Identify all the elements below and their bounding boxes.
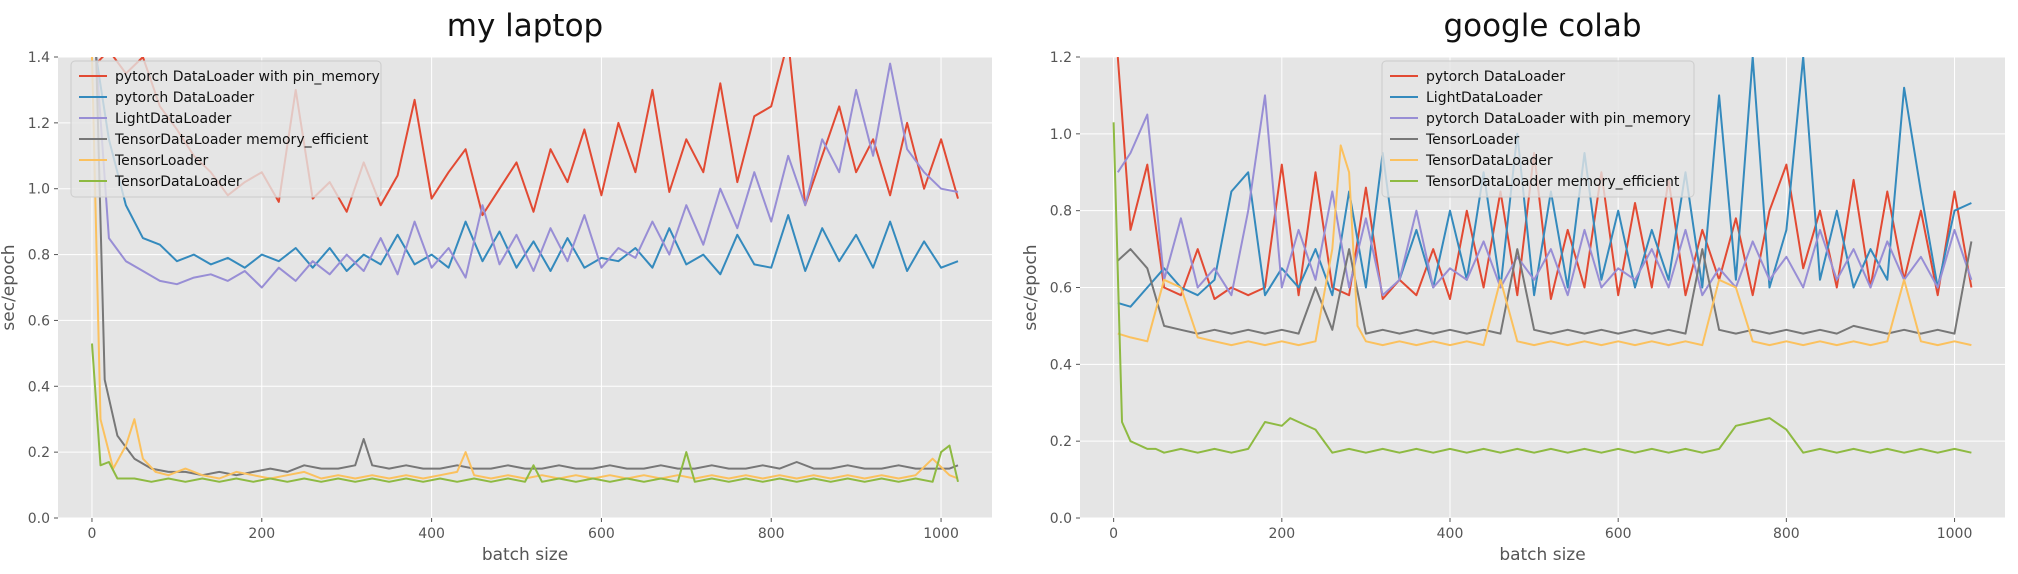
legend: pytorch DataLoader LightDataLoader pytorch… [1381,60,1695,198]
y-tick-label: 0.0 [28,511,50,527]
x-tick-label: 200 [248,526,275,542]
y-tick-label: 1.2 [1050,50,1072,66]
x-tick-label: 0 [88,526,97,542]
chart-2: 0.0 0.2 0.4 0.6 0.8 1.0 1.2 0 200 400 600 800 1000 go… [1021,8,2005,565]
x-axis-label: batch size [482,545,568,565]
series-line-4 [1117,241,1973,335]
legend: pytorch DataLoader with pin_memorypytorc… [70,60,382,198]
y-axis-label: sec/epoch [1021,244,1041,330]
y-tick-label: 0.0 [1050,511,1072,527]
series-group [91,57,959,483]
y-tick-label: 0.4 [1050,357,1072,373]
x-tick-label: 800 [758,526,785,542]
series-line-5 [91,57,959,480]
chart-title: google colab [1443,8,1641,44]
y-tick-label: 0.8 [1050,204,1072,220]
x-tick-label: 1000 [1937,526,1973,542]
legend-entry: pytorch DataLoader [115,90,254,106]
y-tick-label: 0.6 [28,313,50,329]
x-tick-label: 200 [1268,526,1295,542]
y-tick-label: 0.8 [28,248,50,264]
y-tick-label: 1.4 [28,50,50,66]
x-tick-label: 400 [418,526,445,542]
legend-entry: TensorDataLoader memory_efficient [1425,174,1680,190]
legend-entry: TensorDataLoader [1425,153,1553,169]
legend-entry: LightDataLoader [115,111,232,127]
series-line-2 [1117,57,1972,308]
y-tick-label: 0.2 [28,445,50,461]
legend-entry: pytorch DataLoader with pin_memory [115,69,380,85]
y-axis-label: sec/epoch [0,244,19,330]
series-group [1112,57,1973,454]
chart-title: my laptop [447,8,603,44]
legend-entry: pytorch DataLoader with pin_memory [1426,111,1691,127]
series-line-6 [91,343,959,483]
legend-entry: TensorLoader [114,153,208,169]
x-axis-label: batch size [1499,545,1585,565]
x-tick-label: 0 [1109,526,1118,542]
legend-entry: TensorDataLoader memory_efficient [114,132,369,148]
y-tick-label: 1.0 [28,182,50,198]
x-tick-label: 600 [588,526,615,542]
y-tick-label: 0.4 [28,379,50,395]
series-line-4 [95,57,959,477]
y-tick-label: 0.2 [1050,434,1072,450]
legend-entry: TensorDataLoader [114,174,242,190]
x-tick-label: 800 [1773,526,1800,542]
series-line-3 [95,57,959,289]
x-tick-label: 400 [1437,526,1464,542]
chart-1: 0.0 0.2 0.4 0.6 0.8 1.0 1.2 1.4 0 200 400 600 800 100… [0,8,992,565]
legend-box [1381,60,1695,198]
legend-entry: pytorch DataLoader [1426,69,1565,85]
series-line-5 [1117,144,1972,347]
y-tick-label: 1.0 [1050,127,1072,143]
legend-box [70,60,382,198]
x-tick-label: 600 [1605,526,1632,542]
legend-entry: TensorLoader [1425,132,1519,148]
x-tick-label: 1000 [923,526,959,542]
y-tick-label: 0.6 [1050,281,1072,297]
series-line-6 [1112,122,1972,454]
y-tick-label: 1.2 [28,116,50,132]
series-line-3 [1116,94,1973,297]
legend-entry: LightDataLoader [1426,90,1543,106]
